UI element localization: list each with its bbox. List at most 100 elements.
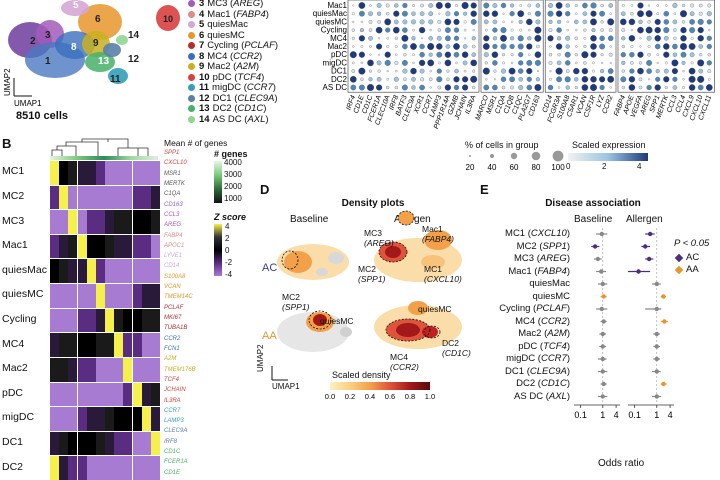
dotplot-dot <box>384 59 391 66</box>
heatmap-cell <box>123 406 133 431</box>
legend-name: Cycling <box>207 40 239 51</box>
dotplot-dot <box>393 10 400 17</box>
heatmap-cell <box>114 332 124 357</box>
dotplot-dot <box>639 45 642 48</box>
heatmap-cell <box>132 209 142 234</box>
dotplot-dot <box>445 35 451 42</box>
forest-point <box>600 331 605 337</box>
heatmap-cell <box>77 455 87 480</box>
legend-name: AS DC <box>212 113 242 125</box>
dotplot-dot <box>583 36 587 40</box>
forest-point <box>600 394 605 399</box>
dotplot-dot <box>464 37 467 40</box>
dotplot-dot <box>621 85 625 90</box>
dotplot-dot <box>351 69 356 73</box>
dotplot-dot <box>444 59 452 67</box>
disease-row-label: MC2 (SPP1) <box>516 240 570 252</box>
dotplot-dot <box>384 18 392 26</box>
dotplot-dot <box>646 35 652 41</box>
dotplot-dot <box>706 60 712 66</box>
dotplot-dot <box>590 51 597 58</box>
heatmap-row-separator <box>50 258 160 260</box>
heatmap-cell <box>123 307 133 333</box>
panel-a: 2 3 5 6 8 9 10 11 12 13 14 1 UMAP2 UMAP1… <box>0 0 330 135</box>
legend-item-as-dc: 14 AS DC (AXL) <box>188 114 269 125</box>
dotplot-dot <box>518 60 524 66</box>
dotplot-dot <box>394 60 399 65</box>
heatmap-cell <box>50 184 60 210</box>
dotplot-dot <box>445 27 451 33</box>
heatmap-cell <box>123 455 133 480</box>
dotplot-dot <box>386 70 389 73</box>
disease-row-label: DC2 (CD1C) <box>516 378 570 389</box>
heatmap-row-label: MC1 <box>2 165 25 178</box>
heatmap-cell <box>50 209 60 234</box>
heatmap-cell <box>141 233 151 259</box>
dotplot-dot <box>401 34 409 42</box>
forest-point <box>592 244 598 249</box>
legend-swatch <box>188 105 195 112</box>
dotplot-dot <box>609 12 612 15</box>
dotplot-dot <box>403 53 407 57</box>
dotplot-dot <box>360 61 364 65</box>
dotplot-dot <box>648 4 651 7</box>
dotplot-dot <box>672 19 678 25</box>
dotplot-dot <box>534 34 542 42</box>
dotplot-dot <box>444 51 452 58</box>
heatmap-cell <box>114 356 124 382</box>
z-tick-2: 2 <box>225 234 230 243</box>
dotplot-dot <box>583 44 587 49</box>
dotplot-dot <box>484 28 488 32</box>
dotplot-dot <box>620 52 626 58</box>
heatmap-cell <box>105 283 115 308</box>
forest-point <box>654 344 659 349</box>
density-title: Density plots <box>341 198 405 209</box>
dotplot-dot <box>697 18 704 25</box>
heatmap-gene-label: PCLAF <box>164 304 184 311</box>
legend-number: 8 <box>199 50 205 62</box>
legend-gene: (FABP4) <box>230 8 269 20</box>
dotplot-dot <box>565 44 570 49</box>
forest-point <box>599 269 604 274</box>
dotplot-dot <box>645 26 653 34</box>
forest-point <box>600 369 605 374</box>
dotplot-dot <box>369 4 372 7</box>
umap-plot: 2 3 5 6 8 9 10 11 12 13 14 1 UMAP2 UMAP1 <box>3 0 180 108</box>
dotplot-dot <box>689 11 695 17</box>
heatmap-gene-label: TCF4 <box>164 376 179 383</box>
cluster-label-12: 12 <box>128 54 140 65</box>
dotplot-dot <box>654 43 661 50</box>
heatmap-cell <box>114 381 124 407</box>
cluster-label-8: 8 <box>71 42 77 53</box>
dotplot-dot <box>549 70 552 73</box>
density-scale-tick: 0.6 <box>385 392 395 401</box>
density-scale-tick: 0.4 <box>365 392 375 401</box>
dotplot-dot <box>470 19 477 25</box>
forest-point <box>654 394 659 399</box>
heatmap-cell <box>132 381 142 407</box>
heatmap-cell <box>86 381 96 407</box>
heatmap-row-separator <box>50 455 160 457</box>
dotplot-dot <box>526 18 533 26</box>
heatmap-row-label: Mac2 <box>2 362 28 375</box>
label-mc2-a: MC2 (SPP1) <box>282 292 309 312</box>
heatmap-cell <box>59 258 69 284</box>
dotplot-dot <box>655 76 661 82</box>
dotplot-dot <box>708 78 711 81</box>
dotplot-dot <box>462 44 468 49</box>
dotplot-dot <box>681 60 686 65</box>
dotplot-dot <box>384 51 391 58</box>
dotplot-dot <box>351 12 355 16</box>
cluster-label-6: 6 <box>95 14 101 25</box>
dotplot-dot <box>590 43 597 50</box>
dotplot-dot <box>461 1 469 10</box>
dotplot-dot <box>377 69 381 73</box>
heatmap-cell <box>114 184 124 210</box>
heatmap-row-label: MC3 <box>2 214 25 227</box>
legend-item-dc1: 12 DC1 (CLEC9A) <box>188 93 278 104</box>
heatmap-cell <box>123 258 133 284</box>
heatmap-cell <box>141 332 151 357</box>
dotplot-dot <box>437 85 442 90</box>
dotplot-dot <box>682 69 685 73</box>
heatmap-cell <box>68 381 78 407</box>
